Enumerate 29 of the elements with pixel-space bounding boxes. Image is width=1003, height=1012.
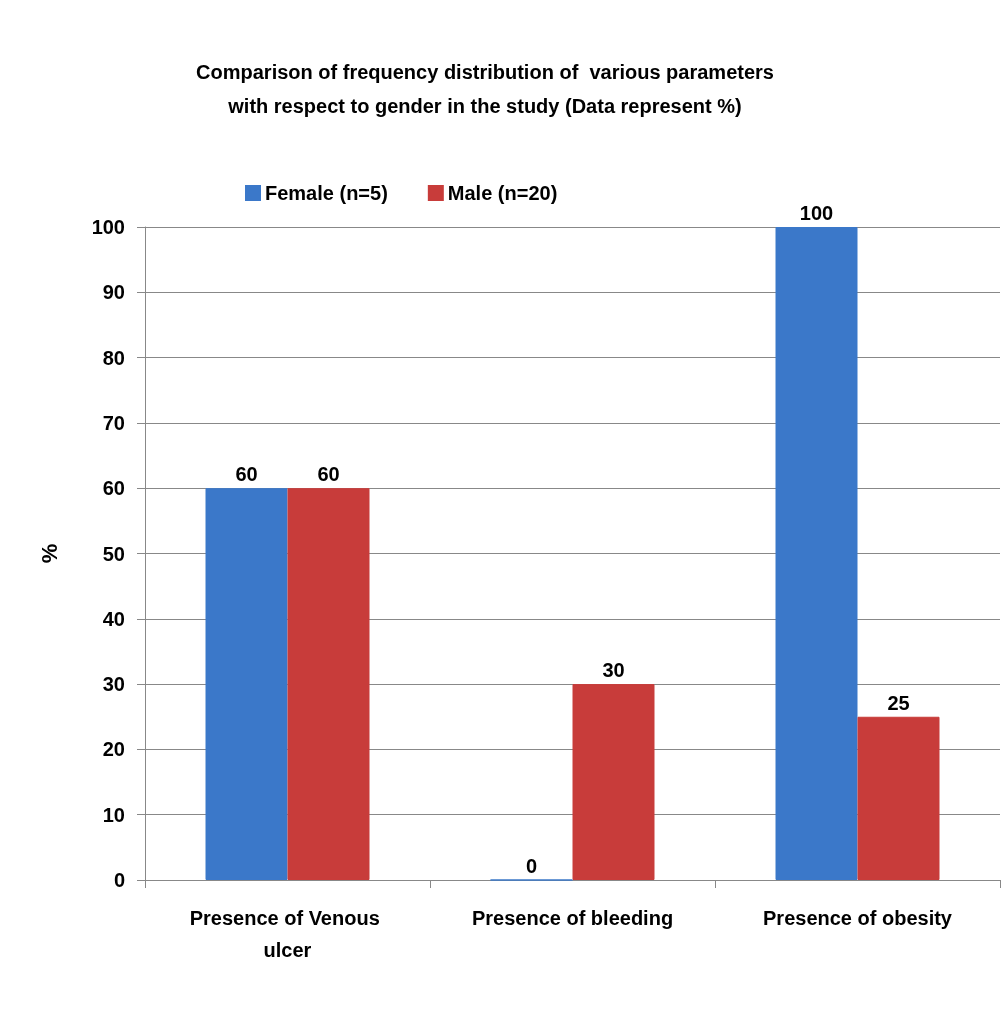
- y-tick-label: 0: [113, 869, 125, 891]
- bar: [205, 488, 288, 880]
- legend-label: Male (n=20): [447, 182, 558, 204]
- bar: [775, 227, 858, 880]
- data-label: 60: [317, 463, 340, 486]
- x-tick-label: Presence of obesity: [763, 907, 953, 929]
- y-tick-label: 10: [102, 803, 125, 826]
- y-tick-label: 60: [102, 477, 125, 500]
- data-label: 25: [887, 691, 910, 714]
- bar: [287, 488, 370, 880]
- legend-label: Female (n=5): [265, 182, 388, 204]
- y-tick-label: 40: [102, 607, 125, 630]
- bar: [857, 716, 940, 880]
- y-tick-label: 90: [102, 281, 125, 304]
- y-tick-label: 50: [102, 542, 125, 565]
- data-label: 60: [235, 463, 258, 486]
- y-tick-label: 70: [102, 411, 125, 434]
- bar: [572, 684, 655, 880]
- y-axis-title: %: [36, 543, 62, 564]
- x-tick-label: Presence of Venous ulcer: [189, 907, 386, 961]
- y-tick-label: 80: [102, 346, 125, 369]
- chart-title: Comparison of frequency distribution of various parameters with respect to gender in the study (Data represent %): [196, 61, 774, 117]
- y-tick-label: 30: [102, 673, 125, 696]
- data-label: 0: [525, 854, 538, 877]
- data-label: 30: [602, 659, 625, 682]
- x-tick-label: Presence of bleeding: [471, 907, 674, 929]
- y-tick-label: 100: [91, 216, 125, 238]
- y-tick-label: 20: [102, 738, 125, 761]
- data-label: 100: [799, 202, 834, 224]
